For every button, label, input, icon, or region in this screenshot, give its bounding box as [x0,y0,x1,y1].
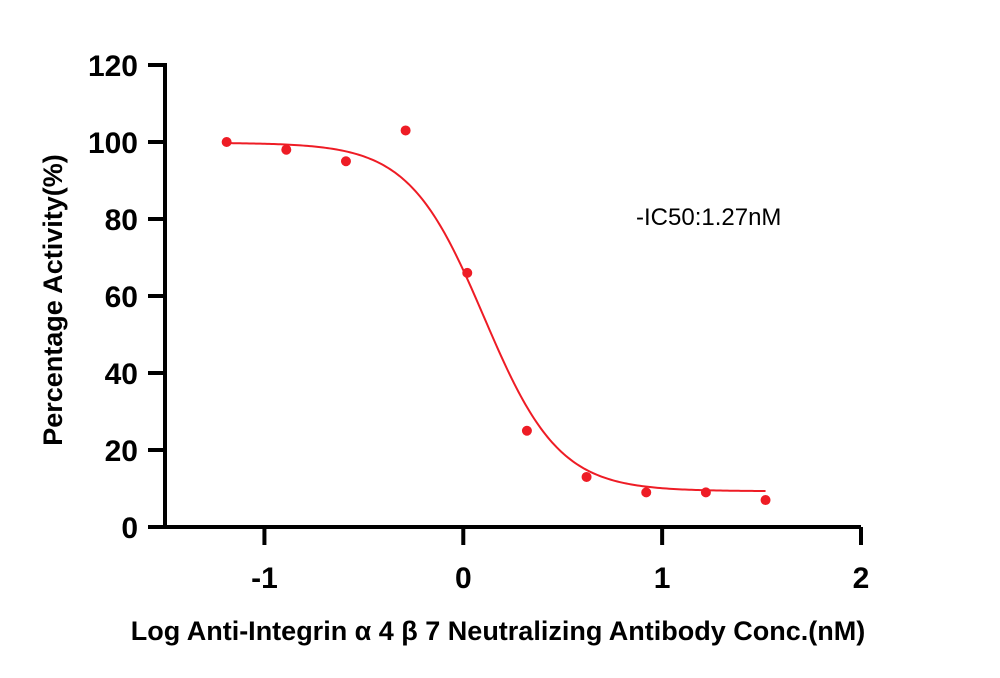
y-tick-label: 80 [105,204,138,237]
y-tick-label: 120 [88,50,138,83]
y-ticks: 0 20 40 60 80 100 120 [88,50,165,545]
data-point [221,137,232,147]
data-point [581,471,592,482]
y-tick-label: 40 [105,358,138,391]
x-tick-label: 0 [455,562,472,595]
y-tick-label: 20 [105,435,138,468]
x-axis-title: Log Anti-Integrin α 4 β 7 Neutralizing A… [131,616,866,646]
data-point [400,125,411,136]
data-point [281,144,292,155]
data-point [462,267,473,278]
y-tick-label: 0 [121,512,138,545]
data-point [521,425,532,436]
x-tick-label: 1 [654,562,671,595]
fit-curve [226,142,766,492]
y-tick-label: 60 [105,281,138,314]
y-axis-title: Percentage Activity(%) [38,154,68,446]
data-point [760,495,771,506]
x-tick-label: -1 [251,562,278,595]
x-tick-label: 2 [853,562,870,595]
axes: 0 20 40 60 80 100 120 -1 0 1 2 [88,50,869,595]
y-tick-label: 100 [88,127,138,160]
data-point [641,487,652,498]
data-point [340,156,351,167]
ic50-annotation: -IC50:1.27nM [636,204,781,231]
x-ticks: -1 0 1 2 [251,527,869,595]
data-points [221,125,771,506]
data-point [700,487,711,498]
